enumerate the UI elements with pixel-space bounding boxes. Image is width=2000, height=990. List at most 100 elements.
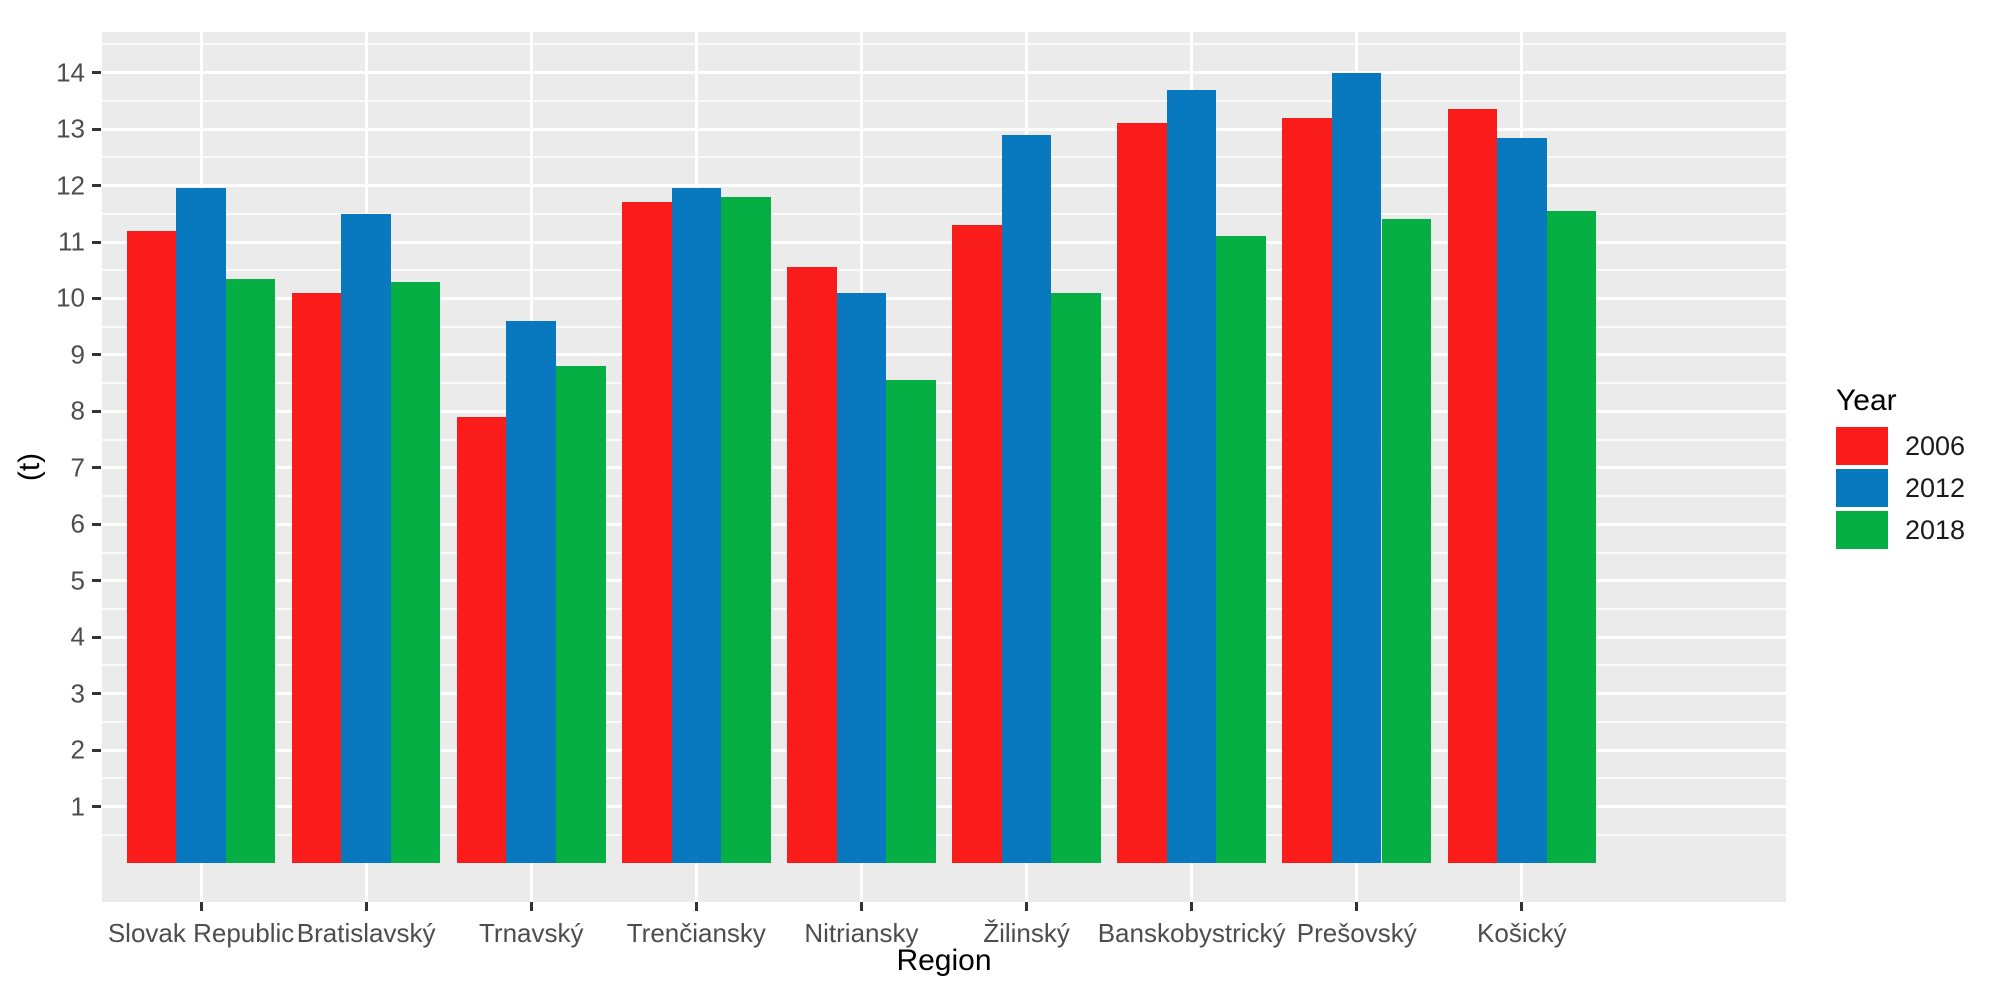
x-tick-label-trnavský: Trnavský — [479, 918, 584, 948]
x-tick-mark — [1190, 902, 1194, 911]
bar-trenčiansky-2018 — [721, 196, 771, 864]
bar-bratislavský-2018 — [390, 281, 441, 864]
y-tick-label: 4 — [70, 621, 85, 652]
gridline-major-h — [102, 466, 1786, 470]
gridline-minor-h — [102, 382, 1786, 385]
gridline-minor-h — [102, 212, 1786, 215]
legend-key-2012 — [1836, 469, 1888, 507]
y-tick-mark — [92, 71, 101, 75]
bar-bratislavský-2012 — [341, 213, 391, 864]
bar-košický-2006 — [1447, 109, 1498, 864]
y-tick-mark — [92, 805, 101, 809]
bar-nitriansky-2012 — [836, 292, 887, 864]
y-tick-mark — [92, 184, 101, 188]
gridline-major-h — [102, 240, 1786, 244]
legend-key-2018 — [1836, 511, 1888, 549]
gridline-major-h — [102, 353, 1786, 357]
bar-košický-2018 — [1546, 210, 1597, 864]
x-tick-mark — [1025, 902, 1029, 911]
x-tick-label-bratislavský: Bratislavský — [296, 918, 436, 948]
gridline-major-h — [102, 409, 1786, 413]
bar-banskobystrický-2018 — [1216, 236, 1266, 864]
bar-žilinský-2012 — [1001, 134, 1052, 864]
legend-item-2012: 2012 — [1836, 469, 2000, 507]
bar-žilinský-2006 — [952, 225, 1002, 864]
bar-banskobystrický-2012 — [1166, 89, 1217, 864]
y-tick-label: 1 — [70, 791, 85, 822]
x-tick-label-košický: Košický — [1477, 918, 1567, 948]
gridline-minor-h — [102, 777, 1786, 780]
gridline-major-h — [102, 296, 1786, 300]
legend-title: Year — [1836, 384, 1897, 417]
gridline-minor-h — [102, 664, 1786, 667]
gridline-minor-h — [102, 607, 1786, 610]
bar-trnavský-2006 — [456, 417, 507, 864]
y-tick-label: 12 — [56, 170, 85, 201]
gridline-major-h — [102, 635, 1786, 639]
bar-slovak-republic-2018 — [225, 278, 276, 864]
gridline-major-h — [102, 805, 1786, 809]
y-tick-label: 6 — [70, 508, 85, 539]
y-tick-label: 5 — [70, 565, 85, 596]
x-tick-label-nitriansky: Nitriansky — [804, 918, 919, 948]
bar-bratislavský-2006 — [291, 292, 342, 864]
bar-prešovský-2006 — [1282, 117, 1332, 864]
gridline-minor-h — [102, 551, 1786, 554]
y-tick-mark — [92, 409, 101, 413]
gridline-minor-h — [102, 269, 1786, 272]
y-tick-mark — [92, 635, 101, 639]
bar-trnavský-2012 — [506, 321, 556, 864]
x-tick-label-žilinský: Žilinský — [983, 918, 1070, 948]
y-tick-label: 8 — [70, 395, 85, 426]
y-tick-mark — [92, 579, 101, 583]
gridline-minor-h — [102, 833, 1786, 836]
x-tick-label-slovak-republic: Slovak Republic — [107, 918, 295, 948]
bar-nitriansky-2018 — [886, 380, 936, 864]
y-tick-label: 9 — [70, 339, 85, 370]
y-tick-mark — [92, 466, 101, 470]
y-tick-label: 13 — [56, 113, 85, 144]
y-tick-label: 7 — [70, 452, 85, 483]
x-tick-mark — [199, 902, 203, 911]
bar-banskobystrický-2006 — [1117, 123, 1167, 864]
legend-items: 2006 2012 2018 — [1836, 427, 2000, 549]
gridline-major-h — [102, 127, 1786, 131]
y-tick-mark — [92, 748, 101, 752]
legend-label-2018: 2018 — [1905, 514, 1966, 545]
bar-trenčiansky-2012 — [671, 188, 722, 864]
x-tick-mark — [1355, 902, 1359, 911]
gridline-minor-h — [102, 156, 1786, 159]
gridline-major-h — [102, 748, 1786, 752]
bar-prešovský-2018 — [1381, 219, 1432, 864]
gridline-minor-h — [102, 325, 1786, 328]
y-tick-mark — [92, 522, 101, 526]
x-tick-label-prešovský: Prešovský — [1296, 918, 1417, 948]
x-tick-label-banskobystrický: Banskobystrický — [1097, 918, 1286, 948]
y-tick-label: 11 — [58, 226, 85, 257]
x-axis-title: Region — [896, 944, 992, 977]
bar-slovak-republic-2012 — [176, 188, 226, 864]
legend-label-2006: 2006 — [1905, 430, 1966, 461]
bar-prešovský-2012 — [1331, 72, 1382, 864]
gridline-major-h — [102, 579, 1786, 583]
legend-key-2006 — [1836, 427, 1888, 465]
bar-trenčiansky-2006 — [622, 202, 672, 864]
gridline-major-h — [102, 692, 1786, 696]
bar-košický-2012 — [1497, 137, 1547, 864]
gridline-major-h — [102, 184, 1786, 188]
bar-nitriansky-2006 — [787, 267, 837, 864]
gridline-minor-h — [102, 43, 1786, 46]
legend-item-2018: 2018 — [1836, 511, 2000, 549]
y-tick-label: 2 — [70, 734, 85, 765]
y-tick-mark — [92, 127, 101, 131]
x-tick-mark — [1520, 902, 1524, 911]
x-tick-mark — [529, 902, 533, 911]
legend: Year 2006 2012 2018 — [1836, 384, 2000, 553]
y-tick-mark — [92, 240, 101, 244]
bar-žilinský-2018 — [1051, 292, 1101, 864]
y-tick-label: 3 — [70, 678, 85, 709]
x-tick-label-trenčiansky: Trenčiansky — [626, 918, 766, 948]
bar-slovak-republic-2006 — [126, 230, 177, 864]
y-tick-mark — [92, 296, 101, 300]
gridline-minor-h — [102, 495, 1786, 498]
